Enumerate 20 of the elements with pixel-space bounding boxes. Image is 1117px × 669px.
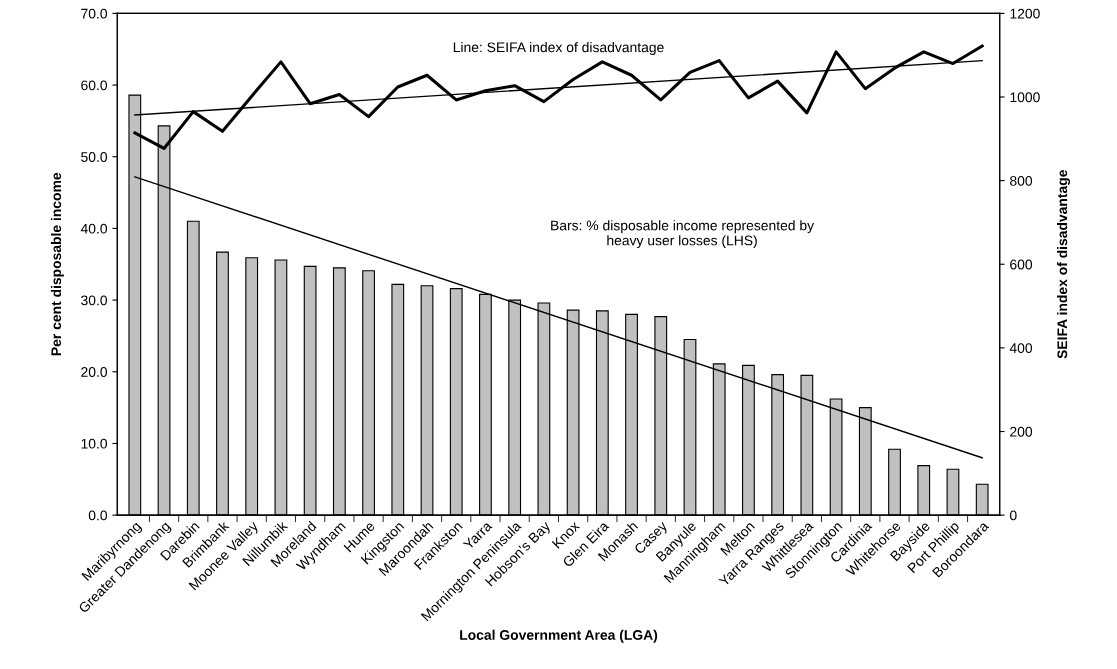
annotation: Line: SEIFA index of disadvantage: [453, 42, 664, 55]
y2-tick-label: 400: [1009, 343, 1033, 354]
y-axis-title: Per cent disposable income: [50, 172, 64, 356]
y-tick-label: 60.0: [81, 80, 108, 91]
annotation: Bars: % disposable income represented by heavy user losses (LHS): [551, 220, 815, 249]
y-tick-label: 0.0: [88, 510, 108, 521]
y2-tick-label: 1200: [1010, 8, 1040, 19]
y2-tick-label: 200: [1010, 426, 1033, 437]
y2-tick-label: 800: [1010, 175, 1033, 186]
y2-axis-title: SEIFA index of disadvantage: [1057, 170, 1071, 359]
y2-tick-label: 0: [1009, 510, 1017, 521]
y-tick-label: 70.0: [81, 8, 108, 19]
y2-tick-label: 1000: [1010, 92, 1040, 103]
y-tick-label: 10.0: [81, 438, 108, 449]
y-tick-label: 30.0: [81, 295, 108, 306]
y-tick-label: 40.0: [80, 223, 108, 234]
x-axis-title: Local Government Area (LGA): [460, 629, 658, 643]
y-tick-label: 20.0: [81, 367, 108, 377]
y2-tick-label: 600: [1010, 259, 1033, 270]
y-tick-label: 50.0: [81, 152, 108, 162]
